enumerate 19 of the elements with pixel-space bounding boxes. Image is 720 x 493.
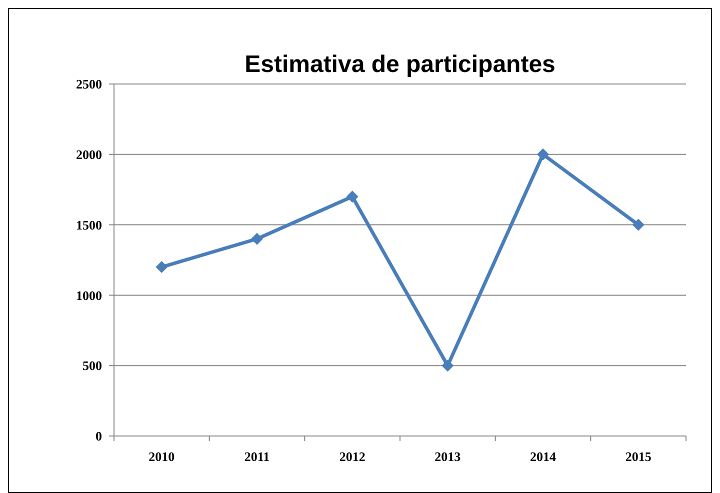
- point: [537, 148, 549, 160]
- x-tick-label: 2014: [530, 449, 556, 464]
- y-tick-label: 0: [96, 428, 102, 444]
- y-tick-label: 1500: [76, 217, 102, 232]
- point: [346, 190, 358, 203]
- x-tick-label: 2010: [148, 449, 175, 464]
- point: [442, 360, 454, 372]
- x-tick-label: 2015: [625, 449, 652, 464]
- y-tick-label: 500: [82, 358, 102, 374]
- x-tick-label: 2013: [434, 449, 462, 464]
- y-tick-label: 2000: [76, 146, 102, 162]
- point: [251, 232, 263, 245]
- y-tick-label: 1000: [76, 288, 102, 303]
- point: [632, 218, 644, 231]
- x-tick-label: 2011: [244, 449, 270, 464]
- x-tick-label: 2012: [339, 449, 366, 464]
- point: [156, 261, 168, 274]
- chart-title: Estimativa de participantes: [244, 51, 556, 78]
- y-tick-label: 2500: [76, 76, 102, 92]
